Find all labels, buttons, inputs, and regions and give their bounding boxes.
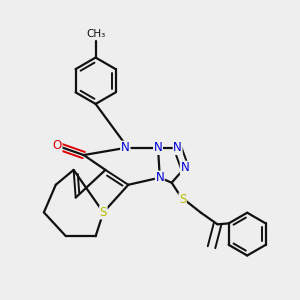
Text: S: S — [100, 206, 107, 219]
Text: N: N — [155, 171, 164, 184]
Text: N: N — [121, 141, 130, 154]
Text: CH₃: CH₃ — [86, 29, 105, 39]
Text: N: N — [154, 141, 162, 154]
Text: S: S — [179, 193, 186, 206]
Text: N: N — [121, 141, 130, 154]
Text: N: N — [180, 161, 189, 174]
Text: O: O — [52, 139, 62, 152]
Text: N: N — [173, 141, 182, 154]
